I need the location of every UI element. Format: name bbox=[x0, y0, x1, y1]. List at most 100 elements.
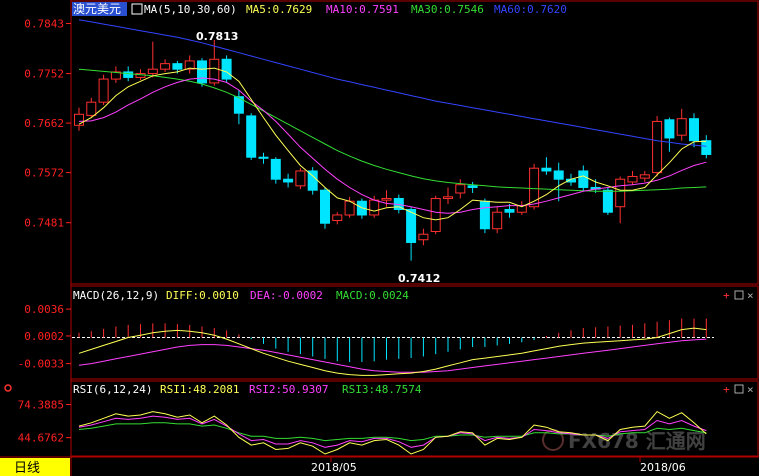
candle-body bbox=[258, 156, 269, 159]
main-y-tick-label: 0.7572 bbox=[24, 167, 64, 180]
candle bbox=[160, 59, 171, 72]
candle-body bbox=[295, 170, 306, 187]
macd-minimize-icon[interactable] bbox=[734, 290, 744, 300]
macd-dea-label: DEA:-0.0002 bbox=[250, 289, 323, 302]
rsi-minimize-icon[interactable] bbox=[734, 384, 744, 394]
rsi-close-icon[interactable]: × bbox=[747, 383, 754, 396]
rsi1-label: RSI1:48.2081 bbox=[160, 383, 239, 396]
candle-body bbox=[504, 208, 515, 213]
candle bbox=[320, 187, 330, 229]
candle bbox=[270, 157, 281, 184]
candle bbox=[652, 115, 663, 177]
candle bbox=[529, 163, 540, 210]
candle-body bbox=[406, 208, 417, 243]
candle-body bbox=[529, 167, 540, 208]
candle-body bbox=[197, 60, 207, 84]
macd-diff-line bbox=[78, 327, 707, 376]
candle-body bbox=[320, 189, 330, 224]
candle-body bbox=[652, 120, 663, 174]
period-tab[interactable] bbox=[0, 458, 70, 476]
rsi2-line bbox=[78, 415, 707, 448]
candle bbox=[602, 187, 613, 215]
candle-body bbox=[270, 158, 281, 180]
candle bbox=[233, 90, 244, 125]
macd-y-tick-label: 0.0036 bbox=[24, 303, 64, 316]
candle-body bbox=[639, 174, 650, 179]
rsi-indicator-icon bbox=[4, 384, 12, 392]
candle-body bbox=[209, 58, 220, 84]
candle-body bbox=[160, 63, 171, 70]
macd-value-label: MACD:0.0024 bbox=[336, 289, 409, 302]
candle-body bbox=[86, 101, 97, 116]
candle bbox=[467, 181, 478, 193]
candle-body bbox=[602, 189, 613, 213]
candle bbox=[332, 212, 343, 225]
main-y-ticks: 0.7843 0.7752 0.7662 0.7572 0.7481 bbox=[24, 18, 71, 230]
macd-diff-label: DIFF:0.0010 bbox=[166, 289, 239, 302]
candle-body bbox=[381, 197, 392, 201]
low-annotation: 0.7412 bbox=[398, 272, 440, 285]
date-label-2: 2018/06 bbox=[640, 461, 686, 474]
candle bbox=[86, 97, 97, 118]
ma60-label: MA60:0.7620 bbox=[494, 3, 567, 16]
candle bbox=[615, 176, 626, 224]
candle bbox=[676, 108, 687, 141]
symbol-label: 澳元美元 bbox=[73, 2, 121, 16]
main-y-tick-label: 0.7752 bbox=[24, 68, 64, 81]
candle bbox=[418, 228, 429, 246]
candle-body bbox=[98, 78, 109, 103]
candle-body bbox=[221, 58, 232, 80]
macd-panel-controls: + × bbox=[723, 289, 754, 302]
candle-body bbox=[664, 119, 675, 139]
period-label: 日线 bbox=[14, 461, 40, 476]
candle bbox=[283, 173, 294, 188]
candle-body bbox=[479, 200, 490, 230]
rsi3-label: RSI3:48.7574 bbox=[342, 383, 422, 396]
candle bbox=[627, 170, 638, 185]
rsi2-label: RSI2:50.9307 bbox=[249, 383, 328, 396]
rsi-y-tick-label: 74.3885 bbox=[18, 398, 64, 411]
candle bbox=[258, 152, 269, 164]
main-y-tick-label: 0.7843 bbox=[24, 18, 64, 31]
macd-label: MACD(26,12,9) bbox=[73, 289, 159, 302]
candle bbox=[516, 201, 527, 215]
candle bbox=[110, 66, 121, 83]
ma10-label: MA10:0.7591 bbox=[326, 3, 399, 16]
rsi-layer: 74.3885 44.6762 bbox=[18, 398, 707, 455]
candle-body bbox=[172, 63, 183, 70]
candles bbox=[74, 40, 712, 261]
macd-close-icon[interactable]: × bbox=[747, 289, 754, 302]
candle-body bbox=[123, 71, 134, 78]
candle-body bbox=[246, 115, 257, 158]
macd-add-icon[interactable]: + bbox=[723, 289, 730, 302]
rsi-label: RSI(6,12,24) bbox=[73, 383, 152, 396]
candle-body bbox=[689, 118, 699, 142]
candle bbox=[307, 167, 318, 195]
candle-body bbox=[418, 233, 429, 241]
candle bbox=[701, 135, 712, 159]
ma5-label: MA5:0.7629 bbox=[246, 3, 312, 16]
ma30-line bbox=[78, 68, 707, 192]
candle-body bbox=[578, 170, 589, 188]
candle-body bbox=[701, 140, 712, 155]
candle bbox=[664, 117, 675, 152]
candle bbox=[479, 198, 490, 234]
candle bbox=[578, 165, 589, 192]
candle bbox=[74, 107, 84, 131]
candle-body bbox=[74, 113, 84, 126]
ma-lines bbox=[78, 19, 707, 221]
candle-body bbox=[233, 96, 244, 114]
ma5-line bbox=[78, 67, 707, 221]
candle-body bbox=[492, 211, 503, 230]
candle-body bbox=[541, 167, 552, 172]
candle bbox=[406, 206, 417, 261]
main-y-tick-label: 0.7662 bbox=[24, 117, 64, 130]
ma-indicator-icon bbox=[131, 3, 143, 15]
rsi3-line bbox=[78, 422, 707, 442]
candle bbox=[541, 157, 552, 175]
candle bbox=[98, 74, 109, 105]
macd-dea-line bbox=[78, 338, 707, 373]
rsi-add-icon[interactable]: + bbox=[723, 383, 730, 396]
candle-body bbox=[332, 214, 343, 221]
